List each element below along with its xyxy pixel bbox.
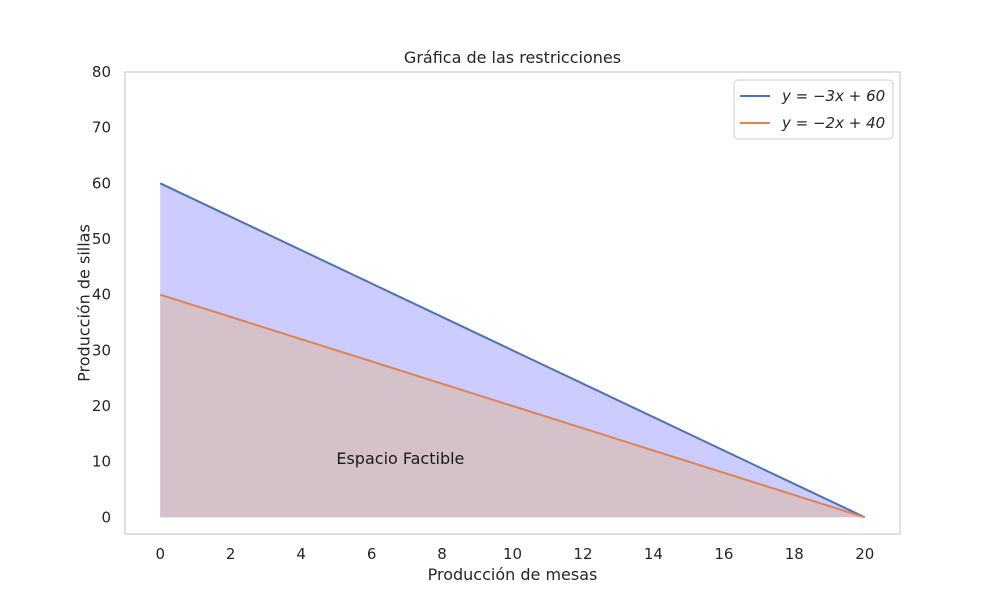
plot-frame (124, 71, 901, 535)
y-tick-label: 30 (92, 341, 111, 359)
y-tick-label: 70 (92, 119, 111, 137)
y-tick-label: 20 (92, 397, 111, 415)
legend: y = −3x + 60 y = −2x + 40 (733, 79, 894, 140)
y-tick-label: 10 (92, 453, 111, 471)
series-line-1 (159, 182, 866, 519)
x-tick-label: 20 (855, 545, 874, 563)
x-tick-label: 18 (785, 545, 804, 563)
y-tick-label: 80 (92, 63, 111, 81)
x-tick-label: 14 (644, 545, 663, 563)
x-tick-label: 0 (155, 545, 165, 563)
x-tick-label: 16 (714, 545, 733, 563)
legend-box (733, 79, 894, 140)
series-line-2 (159, 293, 866, 519)
y-tick-label: 50 (92, 230, 111, 248)
chart-title: Gráfica de las restricciones (404, 48, 621, 67)
y-tick-labels: 0 10 20 30 40 50 60 70 80 (92, 63, 111, 526)
x-axis-label: Producción de mesas (428, 565, 598, 584)
x-tick-label: 4 (296, 545, 306, 563)
x-tick-label: 6 (367, 545, 377, 563)
legend-entry-2: y = −2x + 40 (781, 114, 885, 132)
annotations: Espacio Factible (336, 449, 464, 468)
x-tick-label: 10 (503, 545, 522, 563)
y-axis-label: Producción de sillas (75, 224, 94, 382)
y-tick-label: 0 (101, 508, 111, 526)
x-tick-label: 2 (226, 545, 236, 563)
y-tick-label: 60 (92, 174, 111, 192)
x-tick-label: 12 (573, 545, 592, 563)
y-tick-label: 40 (92, 286, 111, 304)
x-tick-label: 8 (437, 545, 447, 563)
legend-entry-1: y = −3x + 60 (781, 87, 885, 105)
annotation-label: Espacio Factible (336, 449, 464, 468)
series-lines (159, 182, 866, 519)
x-tick-labels: 0 2 4 6 8 10 12 14 16 18 20 (155, 545, 874, 563)
